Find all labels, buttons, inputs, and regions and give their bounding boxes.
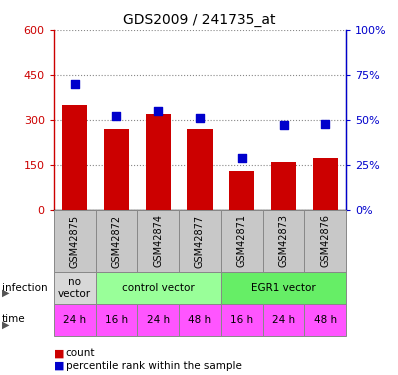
Bar — [179, 210, 221, 272]
Bar — [221, 210, 263, 272]
Text: GSM42874: GSM42874 — [153, 214, 163, 267]
Point — [72, 81, 78, 87]
Bar — [187, 129, 213, 210]
Bar — [271, 162, 296, 210]
Bar — [263, 304, 304, 336]
Text: 24 h: 24 h — [146, 315, 170, 325]
Bar — [96, 304, 137, 336]
Bar — [313, 158, 338, 210]
Bar — [137, 304, 179, 336]
Text: GSM42876: GSM42876 — [320, 214, 330, 267]
Text: percentile rank within the sample: percentile rank within the sample — [66, 361, 242, 370]
Point — [238, 155, 245, 161]
Bar — [54, 272, 96, 304]
Text: GSM42872: GSM42872 — [111, 214, 121, 267]
Point — [113, 113, 119, 119]
Bar — [96, 210, 137, 272]
Bar — [304, 210, 346, 272]
Bar — [221, 272, 346, 304]
Bar — [54, 304, 96, 336]
Point — [322, 121, 328, 127]
Text: time: time — [2, 315, 25, 324]
Bar — [179, 304, 221, 336]
Bar — [221, 304, 263, 336]
Point — [280, 122, 287, 128]
Text: GDS2009 / 241735_at: GDS2009 / 241735_at — [123, 13, 275, 27]
Text: 48 h: 48 h — [188, 315, 212, 325]
Text: count: count — [66, 348, 95, 358]
Text: 24 h: 24 h — [272, 315, 295, 325]
Point — [197, 115, 203, 121]
Text: 16 h: 16 h — [230, 315, 254, 325]
Text: ▶: ▶ — [2, 288, 10, 298]
Bar — [137, 210, 179, 272]
Text: ■: ■ — [54, 348, 64, 358]
Text: GSM42873: GSM42873 — [279, 214, 289, 267]
Bar — [146, 114, 171, 210]
Text: GSM42871: GSM42871 — [237, 214, 247, 267]
Bar — [104, 129, 129, 210]
Text: 48 h: 48 h — [314, 315, 337, 325]
Text: GSM42877: GSM42877 — [195, 214, 205, 267]
Bar — [304, 304, 346, 336]
Point — [155, 108, 162, 114]
Bar — [62, 105, 87, 210]
Text: ■: ■ — [54, 361, 64, 370]
Text: GSM42875: GSM42875 — [70, 214, 80, 267]
Bar — [54, 210, 96, 272]
Bar — [96, 272, 221, 304]
Text: no
vector: no vector — [58, 277, 91, 298]
Text: infection: infection — [2, 283, 48, 293]
Text: 24 h: 24 h — [63, 315, 86, 325]
Text: control vector: control vector — [122, 283, 195, 293]
Text: EGR1 vector: EGR1 vector — [251, 283, 316, 293]
Bar — [263, 210, 304, 272]
Text: 16 h: 16 h — [105, 315, 128, 325]
Bar — [229, 171, 254, 210]
Text: ▶: ▶ — [2, 320, 10, 330]
